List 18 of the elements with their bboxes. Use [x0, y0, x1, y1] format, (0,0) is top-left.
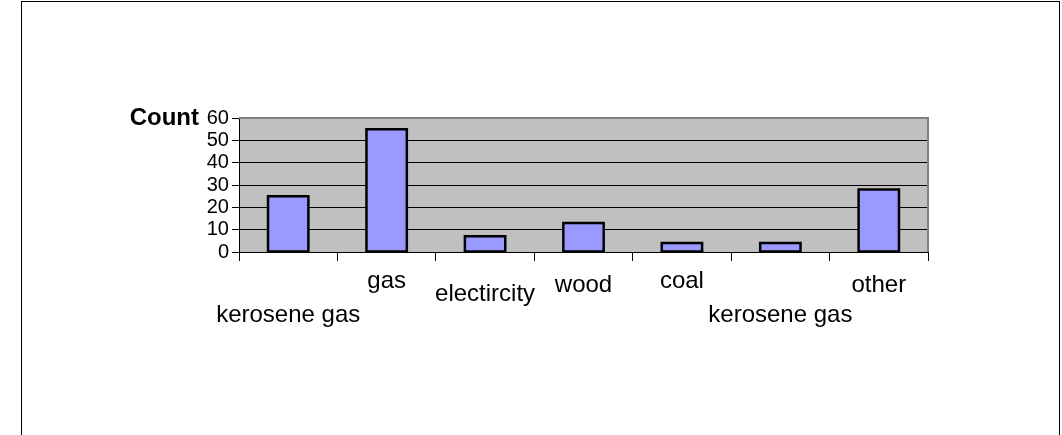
x-tick-label: wood: [553, 269, 613, 297]
x-tick-label: gas: [367, 265, 406, 293]
y-tick-label: 30: [206, 172, 229, 195]
bar: [758, 241, 802, 253]
y-axis-title: Count: [129, 102, 199, 130]
y-tick-label: 0: [217, 239, 229, 262]
bar: [463, 235, 507, 253]
y-tick-label: 50: [206, 127, 229, 150]
x-tick-label: electircity: [435, 278, 536, 306]
y-tick-label: 40: [206, 150, 229, 173]
y-tick-label: 10: [206, 217, 229, 240]
x-tick-label: coal: [659, 265, 704, 293]
bar: [660, 241, 704, 253]
x-tick-label: kerosene gas: [708, 299, 853, 327]
y-tick-label: 20: [206, 194, 229, 217]
y-tick-label: 60: [206, 105, 229, 128]
x-tick-label: other: [851, 269, 907, 297]
x-tick-label: kerosene gas: [216, 299, 361, 327]
